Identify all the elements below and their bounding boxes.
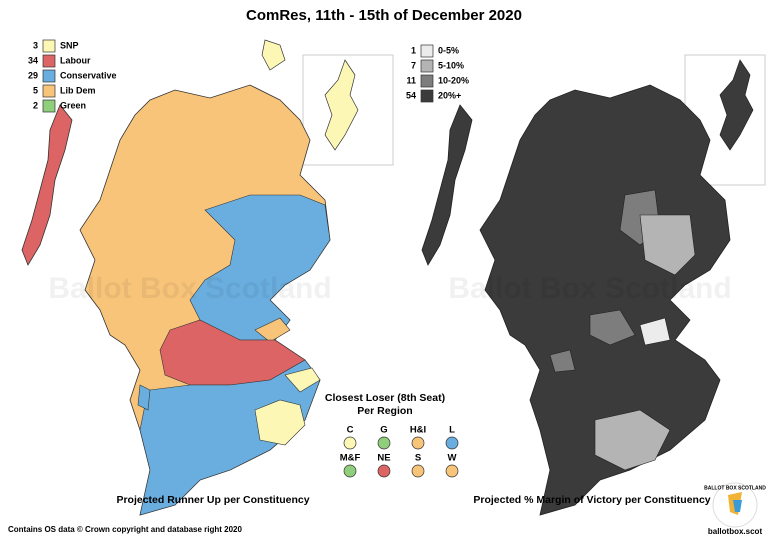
region-label: M&F xyxy=(340,453,361,464)
legend-count: 5 xyxy=(33,85,38,95)
legend-swatch xyxy=(420,74,434,88)
caption: Projected Runner Up per Constituency xyxy=(116,494,309,506)
legend-label: Lib Dem xyxy=(60,85,96,95)
region-marker xyxy=(343,464,357,478)
watermark: Ballot Box Scotland xyxy=(48,272,331,305)
region-marker xyxy=(445,464,459,478)
legend-count: 3 xyxy=(33,40,38,50)
caption: Projected % Margin of Victory per Consti… xyxy=(473,494,710,506)
legend-swatch xyxy=(42,69,56,83)
legend-swatch xyxy=(42,54,56,68)
logo-text: BALLOT BOX SCOTLAND xyxy=(704,485,766,491)
legend-label: Conservative xyxy=(60,70,117,80)
legend-label: Labour xyxy=(60,55,91,65)
legend-label: 10-20% xyxy=(438,75,469,85)
region-label: H&I xyxy=(410,425,426,436)
region-marker xyxy=(411,464,425,478)
legend-count: 2 xyxy=(33,100,38,110)
inset-box xyxy=(302,54,394,166)
region-label: C xyxy=(347,425,354,436)
legend-swatch xyxy=(420,44,434,58)
region-label: W xyxy=(448,453,457,464)
region-label: L xyxy=(449,425,455,436)
legend-label: 20%+ xyxy=(438,90,461,100)
region-marker xyxy=(377,464,391,478)
legend-swatch xyxy=(42,99,56,113)
website: ballotbox.scot xyxy=(708,527,763,536)
logo: BALLOT BOX SCOTLAND ballotbox.scot xyxy=(704,482,766,536)
region-marker xyxy=(377,436,391,450)
closest-loser: Closest Loser (8th Seat) Per Region C G H&… xyxy=(325,392,459,478)
legend-swatch xyxy=(420,89,434,103)
region-marker xyxy=(343,436,357,450)
legend-count: 34 xyxy=(28,55,38,65)
legend-count: 7 xyxy=(411,60,416,70)
closest-loser-title: Per Region xyxy=(357,405,412,417)
closest-loser-title: Closest Loser (8th Seat) xyxy=(325,392,445,404)
region-label: NE xyxy=(377,453,390,464)
legend-label: Green xyxy=(60,100,86,110)
region-marker xyxy=(445,436,459,450)
legend-count: 1 xyxy=(411,45,416,55)
margin-map xyxy=(421,54,766,516)
legend-swatch xyxy=(42,39,56,53)
legend-swatch xyxy=(420,59,434,73)
footer: Contains OS data © Crown copyright and d… xyxy=(8,525,242,534)
legend-count: 29 xyxy=(28,70,38,80)
runner-up-legend: 3 SNP 34 Labour 29 Conservative 5 Lib Dem 2 Green xyxy=(28,39,117,113)
legend-label: 0-5% xyxy=(438,45,459,55)
legend-label: SNP xyxy=(60,40,79,50)
legend-label: 5-10% xyxy=(438,60,464,70)
runner-up-map xyxy=(21,39,394,516)
legend-swatch xyxy=(42,84,56,98)
watermark: Ballot Box Scotland xyxy=(448,272,731,305)
title: ComRes, 11th - 15th of December 2020 xyxy=(246,7,522,24)
legend-count: 11 xyxy=(406,75,416,85)
margin-legend: 1 0-5% 7 5-10% 11 10-20% 54 20%+ xyxy=(406,44,469,103)
legend-count: 54 xyxy=(406,90,416,100)
region-label: S xyxy=(415,453,421,464)
region-label: G xyxy=(380,425,387,436)
region-marker xyxy=(411,436,425,450)
